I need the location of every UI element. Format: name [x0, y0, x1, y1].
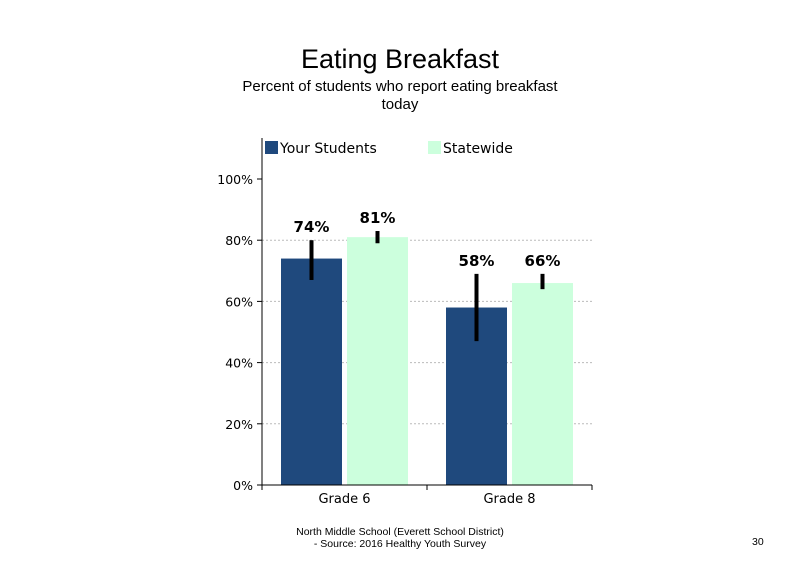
x-tick-label: Grade 8	[483, 492, 535, 507]
legend-swatch	[428, 141, 441, 154]
chart-title: Eating Breakfast	[300, 44, 500, 74]
bar	[347, 237, 408, 485]
y-tick-label: 20%	[225, 417, 253, 432]
page-number: 30	[752, 536, 764, 548]
y-tick-label: 100%	[217, 172, 253, 187]
legend-label: Your Students	[279, 141, 377, 157]
footer-line-1: North Middle School (Everett School Dist…	[296, 526, 504, 538]
data-label: 81%	[360, 209, 396, 227]
legend-swatch	[265, 141, 278, 154]
y-tick-label: 60%	[225, 294, 253, 309]
y-tick-label: 0%	[233, 478, 253, 493]
y-tick-label: 40%	[225, 356, 253, 371]
footer-line-2: - Source: 2016 Healthy Youth Survey	[313, 538, 487, 550]
subtitle-line-1: Percent of students who report eating br…	[242, 78, 558, 95]
footer-source: North Middle School (Everett School Dist…	[200, 526, 600, 550]
axes: 0% 20% 40% 60% 80% 100% Grade 6 Grade 8	[217, 138, 593, 507]
chart-subtitle: Percent of students who report eating br…	[220, 78, 580, 114]
x-tick-label: Grade 6	[318, 492, 370, 507]
subtitle-line-2: today	[381, 96, 419, 113]
bars: 74% 81% 58% 66%	[281, 209, 573, 485]
bar	[281, 258, 342, 485]
legend: Your Students Statewide	[265, 141, 513, 157]
data-label: 58%	[459, 252, 495, 270]
data-label: 74%	[294, 218, 330, 236]
legend-label: Statewide	[443, 141, 513, 157]
bar	[512, 283, 573, 485]
data-label: 66%	[525, 252, 561, 270]
y-tick-label: 80%	[225, 233, 253, 248]
gridlines	[262, 239, 592, 425]
